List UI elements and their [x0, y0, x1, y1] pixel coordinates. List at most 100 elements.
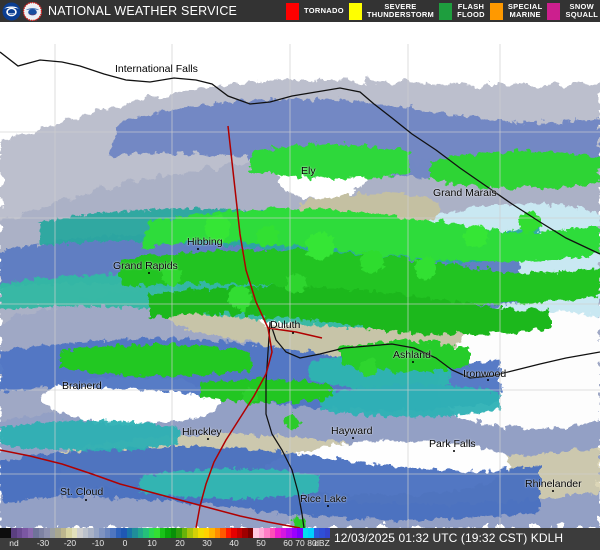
scale-color-step	[22, 528, 28, 538]
warning-label: FLASH FLOOD	[457, 1, 485, 19]
scale-color-step	[0, 528, 6, 538]
scale-color-step	[209, 528, 215, 538]
scale-color-step	[88, 528, 94, 538]
scale-color-step	[258, 528, 264, 538]
scale-color-step	[55, 528, 61, 538]
scale-color-step	[264, 528, 270, 538]
page-footer: nd -30 -20 -10 0 10 20 30 40 50 60 70 80 dBZ 12/03/20…	[0, 528, 600, 550]
warning-color-swatch	[348, 2, 362, 20]
international-border	[0, 51, 600, 255]
city-marker-dot	[207, 438, 209, 440]
scale-color-step	[16, 528, 22, 538]
scale-tick-label: 40	[229, 538, 239, 548]
scale-color-step	[275, 528, 281, 538]
warning-legend-item: FLASH FLOOD	[439, 0, 490, 22]
warning-legend-item: SNOW SQUALL	[547, 0, 600, 22]
scale-color-step	[38, 528, 44, 538]
scale-color-step	[126, 528, 132, 538]
warning-legend-item: TORNADO	[286, 0, 349, 22]
warning-label: TORNADO	[304, 5, 344, 15]
page-title: NATIONAL WEATHER SERVICE	[48, 4, 238, 18]
scale-color-step	[137, 528, 143, 538]
warning-color-swatch	[286, 2, 299, 20]
noaa-logo	[2, 1, 21, 21]
scale-color-step	[115, 528, 121, 538]
radar-map[interactable]: International Falls Ely Grand Marais Hibbin…	[0, 22, 600, 528]
scale-color-step	[297, 528, 303, 538]
scale-color-step	[5, 528, 11, 538]
scale-tick-label: 60	[283, 538, 293, 548]
scale-color-step	[132, 528, 138, 538]
scale-color-step	[236, 528, 242, 538]
scale-color-step	[302, 528, 308, 538]
scale-tick-label: 70	[295, 538, 305, 548]
state-lines	[265, 321, 600, 528]
agency-logos	[0, 1, 42, 21]
scale-color-step	[203, 528, 209, 538]
dbz-color-scale	[0, 528, 330, 538]
page-header: NATIONAL WEATHER SERVICE TORNADO SEVERE TH…	[0, 0, 600, 22]
scale-color-step	[187, 528, 193, 538]
warning-label: SPECIAL MARINE	[507, 1, 543, 19]
scale-color-step	[220, 528, 226, 538]
scale-tick-label: 10	[147, 538, 157, 548]
city-marker-dot	[487, 379, 489, 381]
city-marker-dot	[453, 450, 455, 452]
warning-label: SEVERE THUNDERSTORM	[366, 1, 435, 19]
warning-label: SNOW SQUALL	[565, 1, 599, 19]
scale-tick-label: 20	[175, 538, 185, 548]
scale-color-step	[82, 528, 88, 538]
scale-color-step	[143, 528, 149, 538]
timestamp: 12/03/2025 01:32 UTC (19:32 CST) KDLH	[334, 531, 564, 545]
city-marker-dot	[148, 272, 150, 274]
scale-tick-label: nd	[9, 538, 19, 548]
scale-color-step	[60, 528, 66, 538]
scale-color-step	[319, 528, 325, 538]
scale-color-step	[71, 528, 77, 538]
warning-color-swatch	[489, 2, 503, 20]
scale-color-step	[291, 528, 297, 538]
scale-color-step	[269, 528, 275, 538]
scale-color-step	[99, 528, 105, 538]
city-marker-dot	[327, 505, 329, 507]
scale-color-step	[214, 528, 220, 538]
scale-color-step	[170, 528, 176, 538]
warning-legend: TORNADO SEVERE THUNDERSTORM FLASH FLOOD SPECI…	[286, 0, 600, 22]
city-marker-dot	[552, 490, 554, 492]
city-marker-dot	[292, 332, 294, 334]
scale-color-step	[308, 528, 314, 538]
county-lines	[0, 44, 600, 528]
scale-color-step	[44, 528, 50, 538]
scale-color-step	[93, 528, 99, 538]
scale-tick-label: 30	[202, 538, 212, 548]
scale-color-step	[176, 528, 182, 538]
scale-color-step	[247, 528, 253, 538]
scale-color-step	[231, 528, 237, 538]
scale-color-step	[49, 528, 55, 538]
scale-color-step	[110, 528, 116, 538]
scale-color-step	[104, 528, 110, 538]
scale-color-step	[242, 528, 248, 538]
city-marker-dot	[352, 437, 354, 439]
scale-tick-label: -30	[36, 538, 50, 548]
scale-color-step	[77, 528, 83, 538]
highways	[0, 125, 323, 528]
warning-legend-item: SPECIAL MARINE	[489, 0, 548, 22]
scale-color-step	[159, 528, 165, 538]
scale-color-step	[286, 528, 292, 538]
warning-color-swatch	[547, 2, 561, 20]
scale-color-step	[192, 528, 198, 538]
city-marker-dot	[412, 361, 414, 363]
scale-tick-label: 80	[307, 538, 317, 548]
scale-color-step	[33, 528, 39, 538]
city-marker-dot	[197, 248, 199, 250]
radar-reflectivity-layer	[0, 22, 600, 528]
scale-tick-label: -10	[91, 538, 105, 548]
scale-color-step	[121, 528, 127, 538]
scale-color-step	[313, 528, 319, 538]
scale-color-step	[225, 528, 231, 538]
scale-tick-label: 0	[122, 538, 128, 548]
scale-color-step	[198, 528, 204, 538]
scale-tick-label: 50	[256, 538, 266, 548]
